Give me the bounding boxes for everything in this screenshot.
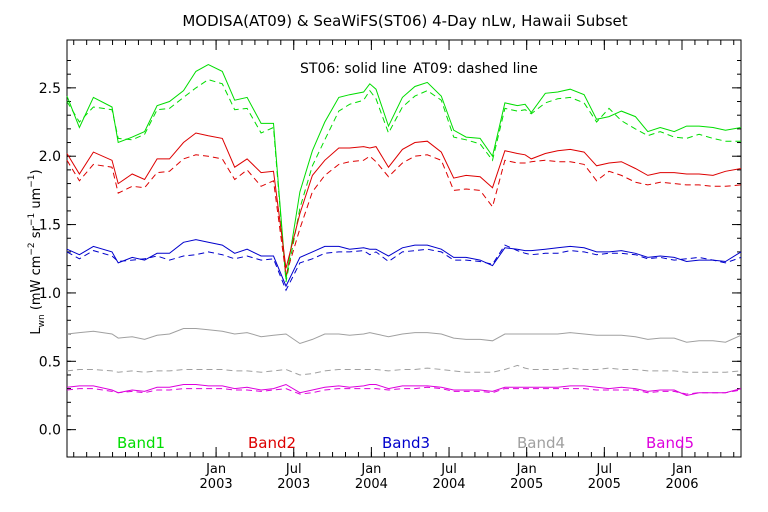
legend: Band1 Band2 Band3 Band4 Band5: [117, 434, 694, 452]
x-tick-label-year: 2005: [588, 477, 621, 492]
y-axis: 0.0 0.5 1.0 1.5 2.0 2.5: [39, 60, 741, 439]
annotation-solid-line: ST06: solid line: [300, 61, 407, 77]
legend-item-band1: Band1: [117, 434, 165, 452]
annotation-dashed-line: AT09: dashed line: [413, 61, 538, 77]
ylabel-units-c: um: [29, 188, 44, 213]
x-tick-label-year: 2006: [665, 477, 698, 492]
y-tick-label: 1.5: [39, 218, 61, 234]
x-tick-label-month: Jan: [360, 462, 381, 477]
x-tick-label-month: Jan: [205, 462, 226, 477]
ylabel-main: L: [29, 327, 44, 335]
x-tick-label-month: Jul: [440, 462, 457, 477]
series-lines: [66, 64, 742, 397]
series-band2-dashed: [66, 154, 742, 276]
legend-item-band2: Band2: [248, 434, 296, 452]
ylabel-units-b: sr: [29, 225, 44, 242]
x-tick-label-year: 2004: [432, 477, 465, 492]
x-tick-label-year: 2003: [277, 477, 310, 492]
y-tick-label: 2.5: [39, 81, 61, 97]
x-tick-label-month: Jul: [595, 462, 612, 477]
y-tick-label: 1.0: [39, 286, 61, 302]
y-axis-label: Lwn (mW cm−2 sr−1 um−1): [27, 169, 47, 334]
x-tick-label-month: Jul: [285, 462, 302, 477]
y-tick-label: 0.0: [39, 423, 61, 439]
ylabel-units-d: ): [29, 169, 44, 174]
ylabel-exp-b: −1: [27, 213, 37, 226]
ylabel-units-a: (mW cm: [29, 256, 44, 315]
series-band5-dashed: [66, 386, 742, 395]
ylabel-exp-c: −1: [27, 174, 37, 187]
legend-item-band5: Band5: [646, 434, 694, 452]
series-band3-dashed: [66, 244, 742, 292]
y-tick-label: 0.5: [39, 354, 61, 370]
series-band2-solid: [66, 132, 742, 269]
series-band4-dashed: [66, 364, 742, 376]
ylabel-exp-a: −2: [27, 242, 37, 255]
x-tick-label-month: Jan: [671, 462, 692, 477]
plot-frame: [66, 39, 742, 458]
x-axis: Jan2003Jul2003Jan2004Jul2004Jan2005Jul20…: [73, 40, 735, 492]
series-band5-solid: [66, 383, 742, 397]
x-tick-label-year: 2004: [355, 477, 388, 492]
legend-item-band3: Band3: [382, 434, 430, 452]
x-tick-label-year: 2003: [200, 477, 233, 492]
y-tick-label: 2.0: [39, 149, 61, 165]
chart-title: MODISA(AT09) & SeaWiFS(ST06) 4-Day nLw, …: [182, 12, 627, 30]
x-tick-label-year: 2005: [510, 477, 543, 492]
series-band3-solid: [66, 239, 742, 288]
x-tick-label-month: Jan: [516, 462, 537, 477]
series-band1-solid: [66, 64, 742, 280]
series-band4-solid: [66, 328, 742, 345]
legend-item-band4: Band4: [517, 434, 565, 452]
ylabel-sub: wn: [37, 314, 47, 327]
plot-border: [66, 39, 742, 458]
